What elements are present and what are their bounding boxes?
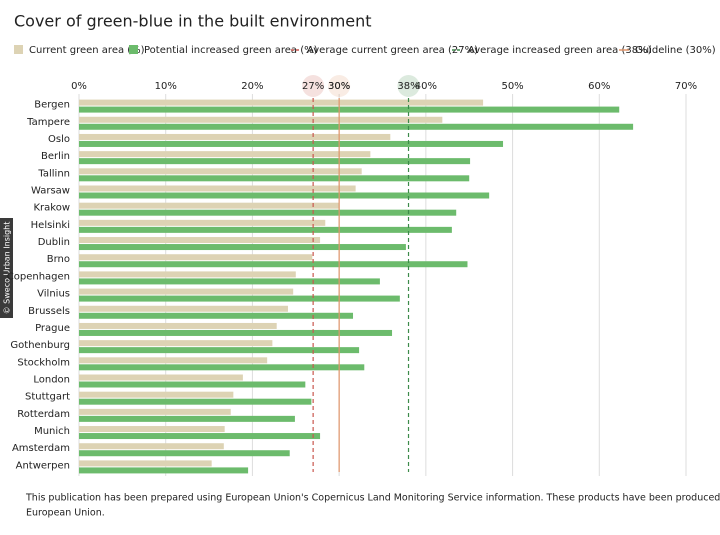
bar <box>79 347 360 354</box>
bar <box>79 254 313 261</box>
y-tick-label: Gothenburg <box>10 340 70 351</box>
bar <box>79 443 224 450</box>
bar <box>79 295 400 302</box>
bar <box>79 116 443 123</box>
bar <box>79 106 620 113</box>
bar <box>79 219 326 226</box>
bar <box>79 158 471 165</box>
bar <box>79 398 312 405</box>
legend-label: Average current green area (27%) <box>307 45 478 56</box>
bar <box>79 185 356 192</box>
bar <box>79 357 268 364</box>
y-tick-label: Bergen <box>34 100 70 111</box>
bar <box>79 312 354 319</box>
x-tick-label: 70% <box>675 81 697 92</box>
bar <box>79 329 393 336</box>
legend-label: Current green area (%) <box>29 45 145 56</box>
reference-label: 27% <box>302 81 324 92</box>
bar <box>79 271 296 278</box>
bar <box>79 305 288 312</box>
x-tick-label: 30% <box>328 81 350 92</box>
footnote: This publication has been prepared using… <box>25 493 720 504</box>
y-tick-label: Copenhagen <box>7 271 70 282</box>
y-tick-label: London <box>33 375 70 386</box>
bar <box>79 426 225 433</box>
legend-swatch <box>129 45 138 54</box>
bar <box>79 450 290 457</box>
y-tick-label: Dublin <box>38 237 70 248</box>
reference-label: 38% <box>397 81 419 92</box>
bar <box>79 244 406 251</box>
y-tick-label: Munich <box>34 426 70 437</box>
bar <box>79 391 234 398</box>
y-tick-label: Amsterdam <box>12 443 70 454</box>
y-tick-label: Antwerpen <box>16 460 70 471</box>
y-tick-label: Helsinki <box>31 220 70 231</box>
bar <box>79 133 391 140</box>
reference-badge <box>328 75 351 97</box>
bar <box>79 288 294 295</box>
bar <box>79 408 231 415</box>
y-tick-label: Warsaw <box>31 186 70 197</box>
y-tick-label: Tampere <box>26 117 70 128</box>
bar <box>79 340 273 347</box>
bar <box>79 175 470 182</box>
credit: © Sweco Urban Insight <box>3 222 12 315</box>
bar <box>79 261 468 268</box>
y-tick-label: Berlin <box>41 151 70 162</box>
y-tick-label: Tallinn <box>37 168 70 179</box>
legend-label: Potential increased green area (%) <box>144 45 318 56</box>
bar <box>79 364 365 371</box>
bar <box>79 123 634 130</box>
reference-label: 30% <box>328 81 350 92</box>
y-tick-label: Stuttgart <box>25 392 70 403</box>
y-tick-label: Stockholm <box>17 357 70 368</box>
bar <box>79 202 340 209</box>
x-tick-label: 50% <box>501 81 523 92</box>
x-tick-label: 10% <box>155 81 177 92</box>
legend-swatch <box>14 45 23 54</box>
bar <box>79 237 321 244</box>
x-tick-label: 20% <box>241 81 263 92</box>
bar <box>79 460 212 467</box>
x-tick-label: 0% <box>71 81 87 92</box>
bar <box>79 168 362 175</box>
bar <box>79 192 490 199</box>
legend-label: Guideline (30%) <box>635 45 716 56</box>
y-tick-label: Brussels <box>28 306 70 317</box>
bar <box>79 209 457 216</box>
bar <box>79 467 249 474</box>
credit-strip <box>0 218 13 318</box>
bar <box>79 226 452 233</box>
reference-badge <box>302 75 325 97</box>
bar <box>79 140 504 147</box>
bar <box>79 151 371 158</box>
legend-label: Average increased green area (38%) <box>468 45 652 56</box>
bar <box>79 99 484 106</box>
footnote: European Union. <box>26 508 105 519</box>
y-tick-label: Brno <box>47 254 70 265</box>
bar <box>79 322 277 329</box>
y-tick-label: Oslo <box>48 134 70 145</box>
bar <box>79 278 380 285</box>
bar <box>79 433 321 440</box>
reference-badge <box>397 75 420 97</box>
x-tick-label: 40% <box>415 81 437 92</box>
x-tick-label: 60% <box>588 81 610 92</box>
y-tick-label: Rotterdam <box>17 409 70 420</box>
y-tick-label: Krakow <box>33 203 70 214</box>
bar <box>79 374 243 381</box>
bar <box>79 415 295 422</box>
chart-title: Cover of green-blue in the built environ… <box>14 12 372 31</box>
bar <box>79 381 306 388</box>
y-tick-label: Prague <box>35 323 70 334</box>
y-tick-label: Vilnius <box>37 289 70 300</box>
